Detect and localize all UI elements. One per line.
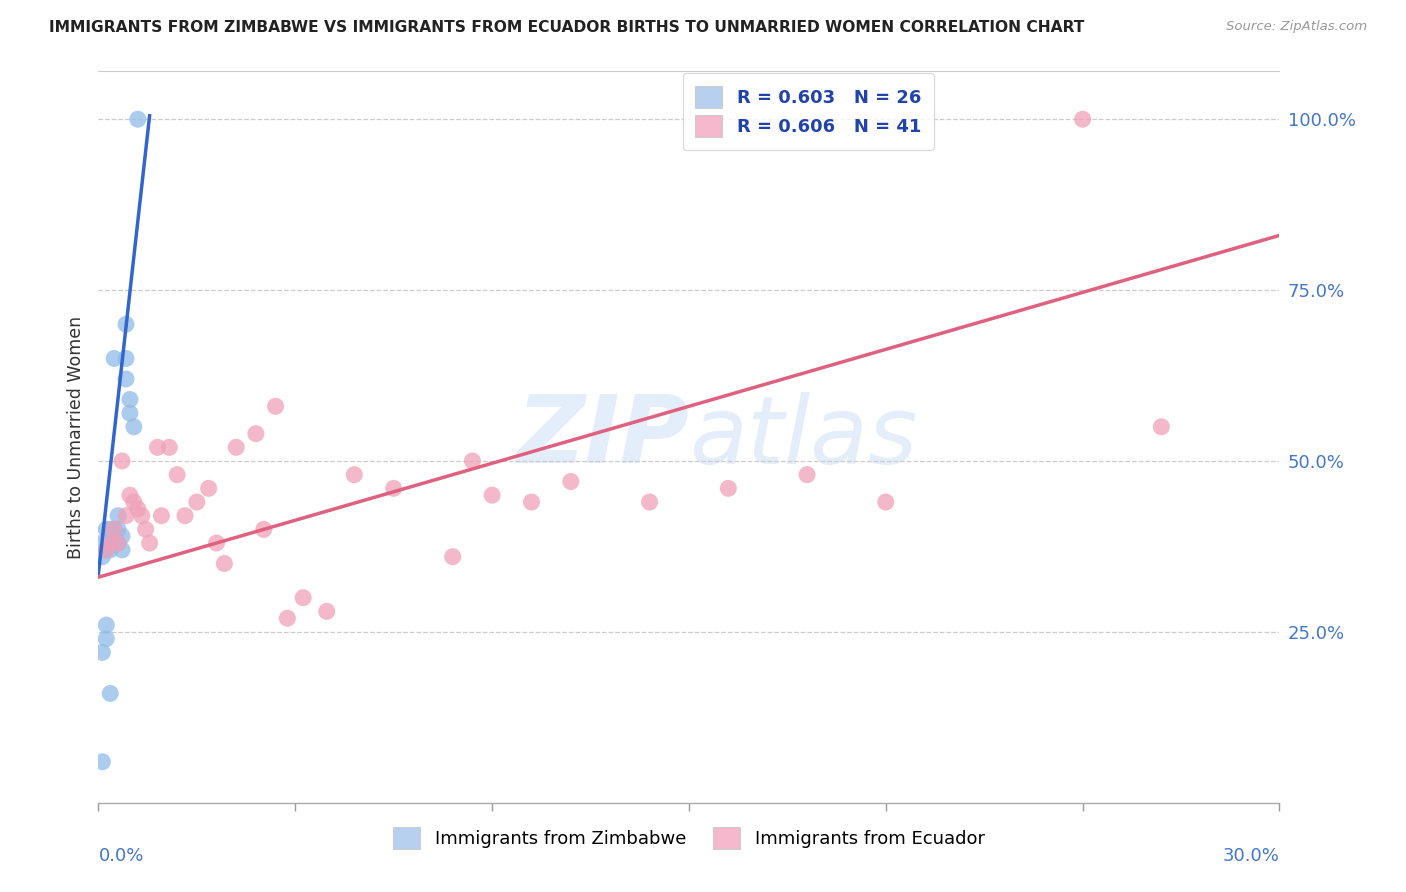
Point	[135, 522, 157, 536]
Point	[197, 481, 219, 495]
Point	[264, 400, 287, 414]
Point	[214, 557, 236, 571]
Point	[343, 467, 366, 482]
Point	[96, 542, 118, 557]
Point	[111, 454, 134, 468]
Point	[315, 604, 337, 618]
Point	[796, 467, 818, 482]
Point	[98, 536, 121, 550]
Point	[1150, 420, 1173, 434]
Point	[111, 529, 134, 543]
Point	[115, 372, 138, 386]
Point	[107, 536, 129, 550]
Point	[382, 481, 405, 495]
Point	[96, 522, 118, 536]
Text: IMMIGRANTS FROM ZIMBABWE VS IMMIGRANTS FROM ECUADOR BIRTHS TO UNMARRIED WOMEN CO: IMMIGRANTS FROM ZIMBABWE VS IMMIGRANTS F…	[49, 20, 1084, 35]
Text: atlas: atlas	[689, 392, 917, 483]
Point	[91, 645, 114, 659]
Text: Source: ZipAtlas.com: Source: ZipAtlas.com	[1226, 20, 1367, 33]
Point	[150, 508, 173, 523]
Point	[127, 112, 149, 127]
Point	[115, 351, 138, 366]
Point	[276, 611, 298, 625]
Point	[253, 522, 276, 536]
Point	[174, 508, 197, 523]
Point	[111, 542, 134, 557]
Point	[98, 536, 121, 550]
Point	[107, 536, 129, 550]
Point	[98, 522, 121, 536]
Point	[1071, 112, 1094, 127]
Point	[103, 351, 125, 366]
Point	[717, 481, 740, 495]
Point	[103, 522, 125, 536]
Point	[115, 508, 138, 523]
Point	[638, 495, 661, 509]
Point	[118, 392, 141, 407]
Point	[118, 406, 141, 420]
Point	[115, 318, 138, 332]
Legend: Immigrants from Zimbabwe, Immigrants from Ecuador: Immigrants from Zimbabwe, Immigrants fro…	[387, 820, 991, 856]
Point	[91, 755, 114, 769]
Point	[91, 536, 114, 550]
Point	[166, 467, 188, 482]
Point	[96, 632, 118, 646]
Point	[441, 549, 464, 564]
Point	[560, 475, 582, 489]
Point	[107, 508, 129, 523]
Y-axis label: Births to Unmarried Women: Births to Unmarried Women	[66, 316, 84, 558]
Point	[186, 495, 208, 509]
Point	[245, 426, 267, 441]
Point	[98, 686, 121, 700]
Point	[138, 536, 160, 550]
Text: 30.0%: 30.0%	[1223, 847, 1279, 864]
Point	[118, 488, 141, 502]
Point	[292, 591, 315, 605]
Text: 0.0%: 0.0%	[98, 847, 143, 864]
Point	[127, 501, 149, 516]
Point	[157, 440, 180, 454]
Point	[98, 542, 121, 557]
Point	[103, 522, 125, 536]
Point	[205, 536, 228, 550]
Point	[96, 618, 118, 632]
Point	[131, 508, 153, 523]
Point	[146, 440, 169, 454]
Point	[107, 522, 129, 536]
Point	[225, 440, 247, 454]
Point	[461, 454, 484, 468]
Point	[96, 542, 118, 557]
Point	[875, 495, 897, 509]
Point	[122, 495, 145, 509]
Point	[481, 488, 503, 502]
Point	[122, 420, 145, 434]
Text: ZIP: ZIP	[516, 391, 689, 483]
Point	[91, 549, 114, 564]
Point	[520, 495, 543, 509]
